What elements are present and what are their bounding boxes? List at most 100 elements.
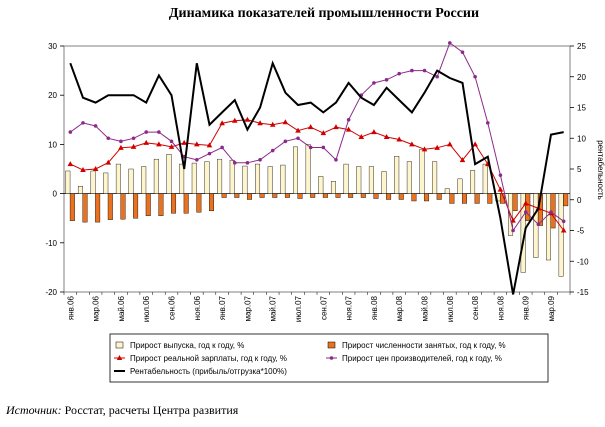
price-point [485,121,490,125]
bar-series-2-mark [234,193,240,198]
wage-point [92,166,99,171]
bar-series-1-mark [394,156,400,194]
bar-series-1-mark [166,154,172,194]
legend-marker [329,356,334,360]
x-tick-label: июл.07 [294,295,303,322]
price-point [435,74,439,79]
bar-series-2-mark [373,193,379,199]
price-point [144,130,149,134]
bar-series-1-mark [217,158,223,194]
bar-series-2-mark [171,193,177,214]
bar-series-2-mark [120,193,126,220]
legend-label: Рентабельность (прибыль/отгрузка*100%) [130,367,287,376]
price-point [321,145,326,150]
legend-label: Прирост реальной зарплаты, год к году, % [130,354,287,363]
bar-series-2-mark [272,193,278,198]
bar-series-2-mark [196,193,202,213]
x-tick-label: мар.07 [243,295,252,321]
x-tick-label: ноя.07 [345,295,354,320]
price-point [549,210,553,214]
wage-point [143,139,150,145]
bar-series-2-mark [95,193,101,223]
bar-series-2-mark [436,193,442,200]
price-point [157,130,161,134]
bar-series-1-mark [128,168,134,194]
price-point [561,219,566,224]
bar-series-1-mark [330,181,336,194]
price-point [258,157,262,162]
bar-series-1-mark [90,170,96,194]
bar-series-1-mark [432,161,438,194]
right-axis: -15 -10 -5 0 5 10 15 20 25 [570,42,589,297]
line-series-1 [70,119,565,231]
x-tick-label: сен.06 [168,295,177,320]
bar-series-1-mark [179,163,185,194]
bar-series-1-mark [229,159,235,194]
wage-point [497,186,504,192]
legend-swatch-bar [115,341,124,349]
price-point [410,68,414,73]
wage-point [472,141,478,147]
line-series-2 [70,42,564,232]
wage-point [80,166,86,172]
bar-series-2-mark [284,193,290,198]
price-point [372,81,376,85]
bar-series-2-mark [525,193,531,221]
x-tick-label: май.08 [421,295,430,321]
bar-series-2-mark [512,193,518,212]
wage-point [409,141,415,147]
bar-series-2-mark [107,193,113,220]
bar-series-1-mark [343,163,349,194]
wage-point [295,127,301,133]
bar-series-1-mark [191,162,197,194]
chart-title: Динамика показателей промышленности Росс… [169,6,479,21]
bar-series-1-mark [141,166,147,194]
wage-point [269,121,276,127]
price-point [308,145,313,150]
wage-point [522,200,529,206]
wage-point [434,144,440,150]
price-point [106,136,111,141]
legend-label: Прирост цен производителей, год к году, … [342,354,502,363]
bar-series-1-mark [406,161,412,194]
x-tick-label: мар.08 [395,295,404,321]
price-point [334,157,338,162]
left-tick-label: 20 [48,91,57,100]
bar-series-1-mark [318,176,324,194]
wage-point [421,146,428,152]
bar-series-2-mark [563,193,569,207]
x-tick-label: янв.06 [66,295,75,320]
left-tick-label: -20 [45,288,57,297]
price-point [460,50,465,54]
wage-point [383,134,390,140]
bar-series-group [65,144,569,277]
bar-series-1-mark [204,161,210,194]
bar-series-1-mark [267,166,273,194]
bar-series-1-mark [419,149,425,194]
price-point [448,41,452,45]
x-tick-label: май.07 [269,295,278,321]
x-tick-label: мар.06 [92,295,101,321]
price-point [384,78,389,82]
source-note: Источник: Росстат, расчеты Центра развит… [6,403,238,418]
wage-point [168,143,175,149]
wage-point [396,136,403,142]
x-tick-label: янв.07 [218,295,227,320]
bar-series-2-mark [310,193,316,198]
right-tick-label: -5 [577,227,585,236]
wage-point [358,134,365,140]
wage-point [181,139,187,145]
bar-series-2-mark [348,193,354,198]
price-point [81,121,85,125]
x-tick-label: июл.06 [142,295,151,322]
bar-series-1-mark [242,165,248,194]
bar-series-1-mark [546,193,551,261]
right-tick-label: 15 [577,104,586,113]
price-point [245,161,250,165]
line-series-3 [69,60,564,295]
bar-series-2-mark [221,193,227,198]
wage-point [130,143,137,149]
price-point [523,210,528,214]
right-tick-label: 20 [577,73,586,82]
